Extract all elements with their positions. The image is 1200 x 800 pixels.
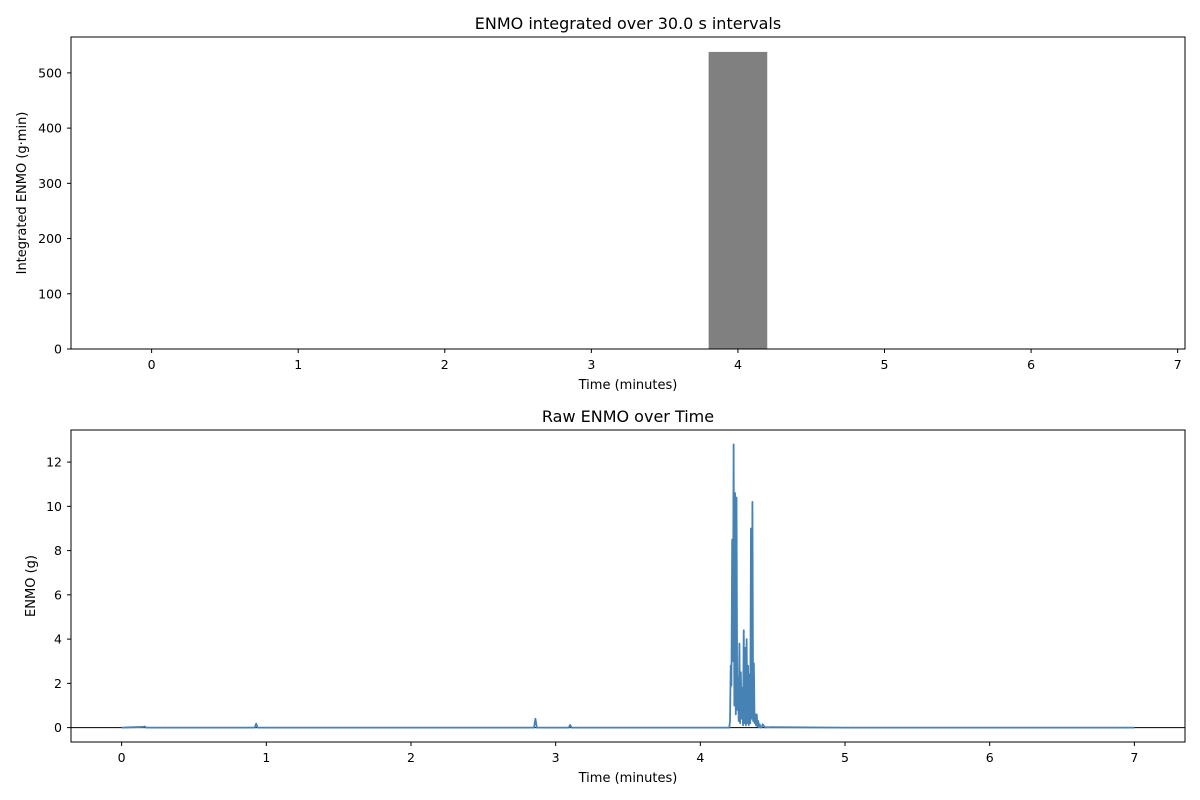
- y-tick-label: 10: [46, 499, 62, 514]
- x-tick-label: 4: [696, 750, 704, 765]
- y-tick-label: 300: [38, 176, 62, 191]
- y-axis-ticks: 0 2 4 6 8 10 12: [46, 455, 71, 735]
- y-tick-label: 500: [38, 65, 62, 80]
- x-tick-label: 3: [552, 750, 560, 765]
- x-axis-ticks: 0 1 2 3 4 5 6 7: [148, 349, 1182, 372]
- y-tick-label: 0: [54, 342, 62, 357]
- x-tick-label: 7: [1130, 750, 1138, 765]
- x-tick-label: 1: [294, 357, 302, 372]
- x-tick-label: 6: [986, 750, 994, 765]
- x-tick-label: 2: [407, 750, 415, 765]
- x-tick-label: 4: [734, 357, 742, 372]
- x-tick-label: 3: [587, 357, 595, 372]
- y-tick-label: 100: [38, 286, 62, 301]
- x-tick-label: 2: [441, 357, 449, 372]
- x-axis-label: Time (minutes): [578, 771, 678, 786]
- y-tick-label: 4: [54, 632, 62, 647]
- y-tick-label: 200: [38, 231, 62, 246]
- y-tick-label: 0: [54, 720, 62, 735]
- y-axis-ticks: 0 100 200 300 400 500: [38, 65, 71, 357]
- chart-title: Raw ENMO over Time: [542, 407, 714, 426]
- x-tick-label: 6: [1027, 357, 1035, 372]
- plot-area: [708, 51, 768, 350]
- x-tick-label: 5: [881, 357, 889, 372]
- y-tick-label: 400: [38, 121, 62, 136]
- y-tick-label: 12: [46, 455, 62, 470]
- axes-frame: [70, 36, 1186, 350]
- x-tick-label: 0: [148, 357, 156, 372]
- y-axis-label: ENMO (g): [24, 555, 39, 617]
- x-axis-label: Time (minutes): [578, 378, 678, 393]
- bar: [708, 51, 768, 350]
- y-tick-label: 6: [54, 587, 62, 602]
- integrated-enmo-panel: ENMO integrated over 30.0 s intervals 0 1…: [15, 14, 1186, 393]
- x-tick-label: 0: [118, 750, 126, 765]
- x-tick-label: 5: [841, 750, 849, 765]
- y-tick-label: 8: [54, 543, 62, 558]
- x-tick-label: 7: [1174, 357, 1182, 372]
- y-axis-label: Integrated ENMO (g·min): [15, 112, 30, 275]
- axes-frame: [70, 429, 1186, 743]
- x-tick-label: 1: [262, 750, 270, 765]
- y-tick-label: 2: [54, 676, 62, 691]
- plot-area: [71, 443, 1185, 729]
- enmo-series-line: [121, 443, 1135, 729]
- chart-title: ENMO integrated over 30.0 s intervals: [475, 14, 781, 33]
- x-axis-ticks: 0 1 2 3 4 5 6 7: [118, 742, 1138, 765]
